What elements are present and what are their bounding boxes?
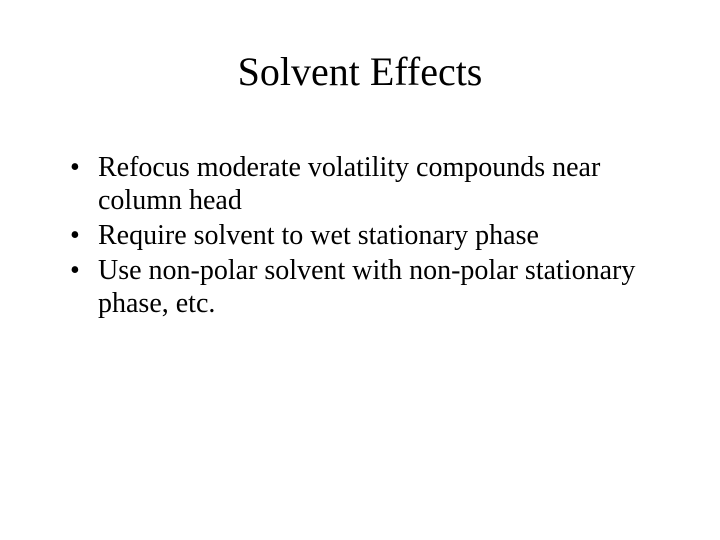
slide-container: Solvent Effects Refocus moderate volatil… bbox=[0, 0, 720, 540]
bullet-item: Require solvent to wet stationary phase bbox=[70, 219, 660, 252]
bullet-list: Refocus moderate volatility compounds ne… bbox=[0, 151, 720, 320]
bullet-item: Refocus moderate volatility compounds ne… bbox=[70, 151, 660, 217]
bullet-item: Use non-polar solvent with non-polar sta… bbox=[70, 254, 660, 320]
slide-title: Solvent Effects bbox=[0, 48, 720, 95]
